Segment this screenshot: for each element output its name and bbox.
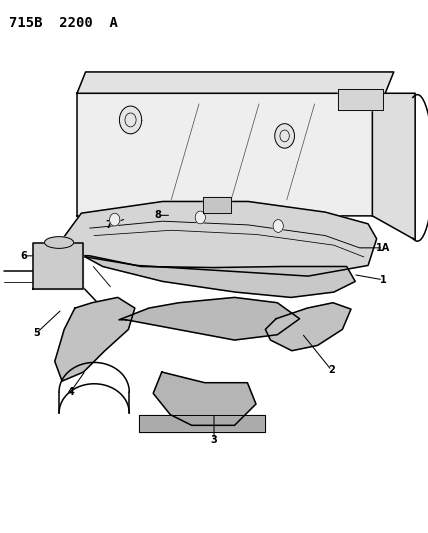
Circle shape — [273, 220, 283, 232]
Text: 8: 8 — [154, 211, 161, 220]
Text: 2: 2 — [328, 366, 335, 375]
Polygon shape — [338, 89, 383, 110]
Circle shape — [195, 211, 205, 224]
Text: 4: 4 — [67, 387, 74, 397]
Text: 715B  2200  A: 715B 2200 A — [9, 16, 117, 30]
Text: 1: 1 — [380, 275, 386, 285]
Text: 7: 7 — [106, 220, 113, 230]
Polygon shape — [60, 255, 355, 297]
Polygon shape — [265, 303, 351, 351]
Polygon shape — [51, 201, 377, 276]
Polygon shape — [77, 72, 394, 93]
Text: 6: 6 — [20, 251, 27, 261]
Polygon shape — [139, 415, 265, 432]
Polygon shape — [372, 93, 415, 240]
Polygon shape — [33, 243, 83, 289]
Ellipse shape — [45, 237, 74, 248]
Polygon shape — [55, 297, 135, 381]
Polygon shape — [203, 197, 231, 213]
Circle shape — [110, 213, 120, 226]
Circle shape — [119, 106, 142, 134]
Text: 3: 3 — [211, 435, 217, 445]
Text: 1A: 1A — [376, 243, 390, 253]
Text: 5: 5 — [33, 328, 40, 338]
Circle shape — [275, 124, 294, 148]
Polygon shape — [77, 93, 411, 216]
Polygon shape — [119, 297, 300, 340]
Polygon shape — [153, 372, 256, 425]
